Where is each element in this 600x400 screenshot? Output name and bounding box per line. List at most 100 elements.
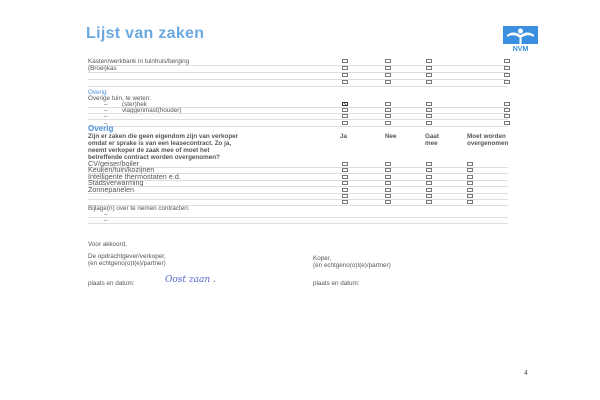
- buyer-label: Koper,: [313, 255, 332, 262]
- row-divider: [88, 72, 508, 73]
- agreement-label: Voor akkoord,: [88, 241, 127, 248]
- item-label: Keuken/tuin/kozijnen: [88, 165, 155, 175]
- checkbox-gaat-mee[interactable]: [426, 114, 432, 119]
- item-label: (Broei)kas: [88, 65, 117, 72]
- checkbox-overgenomen[interactable]: [504, 66, 510, 70]
- svg-text:NVM: NVM: [513, 46, 529, 52]
- checkbox-ja[interactable]: [342, 73, 348, 77]
- checkbox-gaat-mee[interactable]: [426, 108, 432, 113]
- item-label: Intelligente thermostaten e.d.: [88, 171, 181, 181]
- checkbox-gaat-mee[interactable]: [426, 120, 432, 125]
- checkbox-nee[interactable]: [385, 80, 391, 84]
- question-text: omdat er sprake is van een leasecontract…: [88, 140, 232, 147]
- checkbox-gaat-mee[interactable]: [426, 174, 432, 179]
- row-divider: [88, 205, 508, 207]
- buyer-partner-label: (en echtgeno(o)t(e)/partner): [313, 262, 391, 269]
- checkbox-gaat-mee[interactable]: [426, 187, 432, 192]
- checkbox-ja[interactable]: [342, 187, 348, 192]
- checkbox-ja[interactable]: [342, 66, 348, 70]
- checkbox-nee[interactable]: [385, 114, 391, 119]
- dash: –: [104, 113, 108, 121]
- checkbox-ja[interactable]: [342, 108, 348, 113]
- row-divider: [88, 192, 508, 194]
- row-divider: [88, 217, 508, 218]
- checkbox-nee[interactable]: [385, 66, 391, 70]
- checkbox-ja[interactable]: [342, 80, 348, 84]
- checkbox-overgenomen[interactable]: [504, 102, 510, 106]
- question-text: neemt verkoper de zaak mee of moet het: [88, 147, 210, 154]
- item-label: vlaggenmast(houder): [122, 107, 182, 115]
- checkbox-overgenomen[interactable]: [467, 187, 473, 192]
- checkbox-overgenomen[interactable]: [467, 168, 473, 173]
- checkbox-ja[interactable]: [342, 114, 348, 119]
- question-text: betreffende contract worden overgenomen?: [88, 154, 220, 161]
- checkbox-overgenomen[interactable]: [467, 194, 473, 198]
- dash: –: [104, 211, 108, 218]
- checkbox-nee[interactable]: [385, 200, 391, 205]
- checkbox-gaat-mee[interactable]: [426, 200, 432, 205]
- seller-place-date-label: plaats en datum:: [88, 280, 135, 287]
- checkbox-gaat-mee[interactable]: [426, 181, 432, 186]
- checkbox-nee[interactable]: [385, 194, 391, 198]
- checkbox-gaat-mee[interactable]: [426, 66, 432, 70]
- handwritten-place: Oost zaan .: [165, 275, 216, 285]
- checkbox-ja[interactable]: [342, 194, 348, 198]
- checkbox-overgenomen[interactable]: [467, 174, 473, 179]
- row-divider: [88, 65, 508, 66]
- item-label: Stadsverwarming: [88, 178, 144, 188]
- checkbox-gaat-mee[interactable]: [426, 80, 432, 84]
- page-number: 4: [524, 370, 528, 377]
- checkbox-gaat-mee[interactable]: [426, 102, 432, 106]
- checkbox-ja[interactable]: [342, 102, 348, 106]
- checkbox-nee[interactable]: [385, 174, 391, 179]
- checkbox-nee[interactable]: [385, 168, 391, 173]
- checkbox-overgenomen[interactable]: [504, 108, 510, 113]
- row-divider: [88, 107, 508, 108]
- checkbox-nee[interactable]: [385, 59, 391, 63]
- checkbox-gaat-mee[interactable]: [426, 73, 432, 77]
- column-header-nee: Nee: [385, 133, 397, 140]
- column-header-overgenomen: overgenomen: [467, 140, 509, 147]
- checkbox-nee[interactable]: [385, 162, 391, 166]
- row-divider: [88, 86, 508, 87]
- column-header-ja: Ja: [340, 133, 348, 140]
- checkbox-gaat-mee[interactable]: [426, 194, 432, 198]
- checkbox-ja[interactable]: [342, 162, 348, 166]
- checkbox-gaat-mee[interactable]: [426, 59, 432, 63]
- checkbox-ja[interactable]: [342, 174, 348, 179]
- checkbox-nee[interactable]: [385, 73, 391, 77]
- dash: –: [104, 217, 108, 224]
- buyer-place-date-label: plaats en datum:: [313, 280, 360, 287]
- item-label: (ster)hek: [122, 101, 147, 108]
- row-divider: [88, 125, 508, 127]
- row-divider: [88, 167, 508, 168]
- checkbox-nee[interactable]: [385, 108, 391, 113]
- checkbox-gaat-mee[interactable]: [426, 168, 432, 173]
- checkbox-ja[interactable]: [342, 181, 348, 186]
- checkbox-gaat-mee[interactable]: [426, 162, 432, 166]
- checkbox-nee[interactable]: [385, 187, 391, 192]
- page-title: Lijst van zaken: [86, 25, 205, 42]
- row-divider: [88, 173, 508, 175]
- checkbox-overgenomen[interactable]: [504, 73, 510, 77]
- seller-partner-label: (en echtgeno(o)t(e)/partner): [88, 260, 166, 267]
- row-divider: [88, 79, 508, 80]
- checkbox-overgenomen[interactable]: [467, 181, 473, 186]
- dash: –: [104, 119, 108, 127]
- checkbox-nee[interactable]: [385, 181, 391, 186]
- checkbox-ja[interactable]: [342, 168, 348, 173]
- checkbox-overgenomen[interactable]: [504, 120, 510, 125]
- row-divider: [88, 186, 508, 188]
- checkbox-nee[interactable]: [385, 120, 391, 125]
- checkbox-ja[interactable]: [342, 200, 348, 205]
- nvm-logo: NVM: [503, 26, 538, 52]
- checkbox-overgenomen[interactable]: [504, 114, 510, 119]
- row-divider: [88, 223, 508, 224]
- checkbox-nee[interactable]: [385, 102, 391, 106]
- checkbox-ja[interactable]: [342, 120, 348, 125]
- checkbox-overgenomen[interactable]: [467, 162, 473, 166]
- checkbox-overgenomen[interactable]: [504, 80, 510, 84]
- checkbox-overgenomen[interactable]: [467, 200, 473, 205]
- checkbox-ja[interactable]: [342, 59, 348, 63]
- checkbox-overgenomen[interactable]: [504, 59, 510, 63]
